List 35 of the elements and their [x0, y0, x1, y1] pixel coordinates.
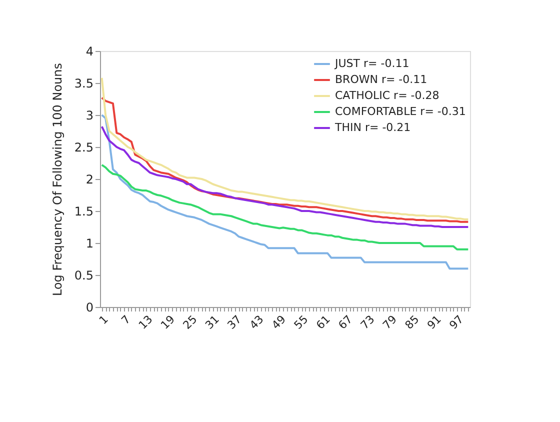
y-tick-label: 2 — [86, 172, 94, 186]
y-tick-label: 0.5 — [74, 268, 94, 282]
x-tick-label: 19 — [158, 312, 178, 332]
x-tick-label: 91 — [424, 312, 444, 332]
line-series — [100, 76, 470, 220]
legend-label: BROWN r= -0.11 — [335, 73, 428, 86]
legend-label: JUST r= -0.11 — [334, 57, 410, 70]
x-tick-label: 13 — [136, 312, 156, 332]
x-tick-label: 49 — [269, 312, 288, 332]
x-tick-label: 67 — [336, 312, 356, 332]
line-series — [100, 164, 470, 250]
x-tick-label: 79 — [380, 312, 400, 332]
x-tick-label: 31 — [202, 312, 222, 332]
y-tick-label: 3 — [86, 108, 94, 122]
y-tick-label: 1 — [86, 236, 94, 250]
y-tick-label: 4 — [86, 44, 94, 58]
legend-label: THIN r= -0.21 — [334, 121, 411, 134]
x-tick-label: 43 — [247, 312, 266, 332]
y-tick-label: 0 — [86, 300, 94, 314]
x-tick-label: 1 — [96, 312, 111, 327]
legend-label: COMFORTABLE r= -0.31 — [335, 105, 466, 118]
x-tick-label: 97 — [446, 312, 466, 332]
y-tick-label: 3.5 — [74, 76, 94, 90]
x-tick-label: 85 — [402, 312, 422, 332]
x-tick-label: 73 — [358, 312, 378, 332]
line-series — [100, 114, 470, 270]
x-tick-label: 61 — [314, 312, 333, 332]
x-tick-label: 7 — [118, 312, 134, 327]
x-tick-label: 55 — [292, 312, 311, 332]
y-tick-label: 1.5 — [74, 204, 94, 218]
y-axis-title: Log Frequency Of Following 100 Nouns — [50, 62, 64, 296]
x-tick-label: 25 — [180, 312, 200, 332]
x-tick-label: 37 — [224, 312, 244, 332]
legend-label: CATHOLIC r= -0.28 — [335, 89, 440, 102]
y-tick-label: 2.5 — [74, 140, 94, 154]
